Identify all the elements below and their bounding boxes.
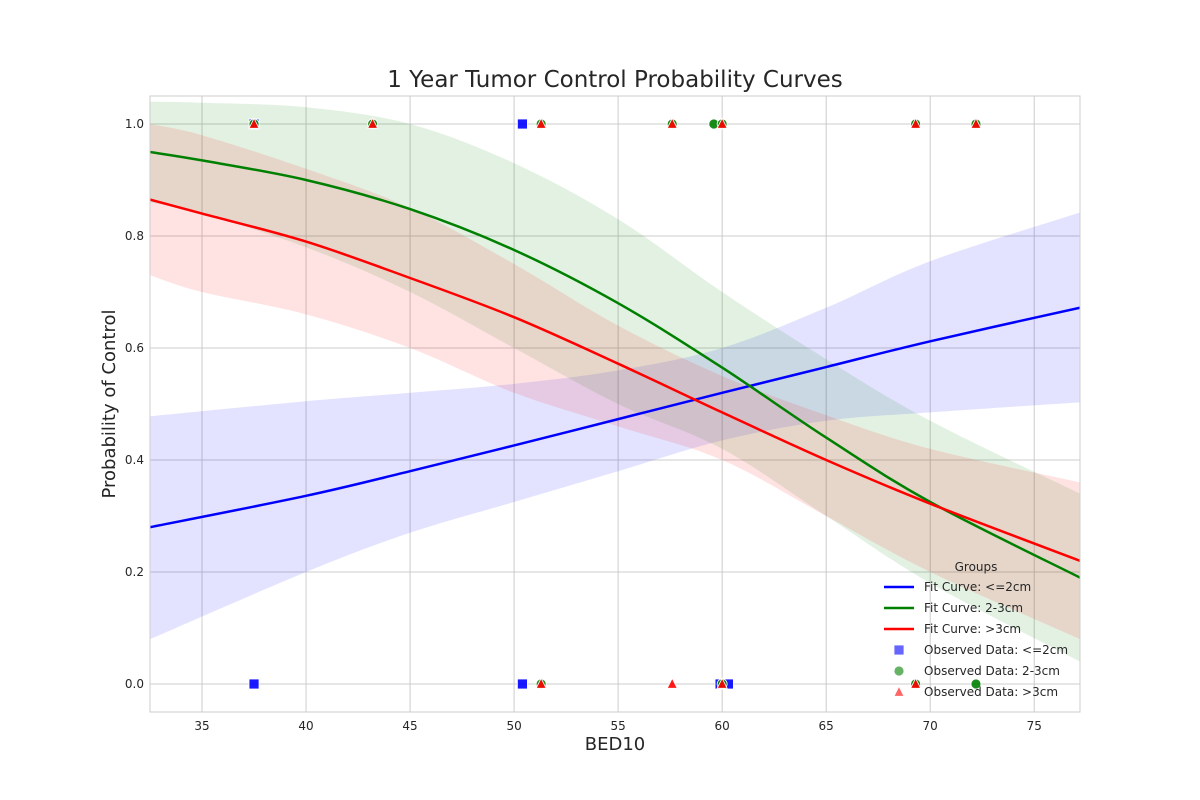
y-tick-label: 0.0 bbox=[125, 677, 144, 691]
legend-entry-label: Observed Data: <=2cm bbox=[924, 643, 1068, 657]
y-tick-label: 0.2 bbox=[125, 565, 144, 579]
observed-point bbox=[666, 117, 678, 129]
fit-curves bbox=[150, 150, 1080, 579]
y-tick-label: 1.0 bbox=[125, 117, 144, 131]
observed-point bbox=[909, 677, 922, 689]
confidence-band-2 bbox=[150, 124, 1080, 640]
observed-point bbox=[909, 117, 922, 129]
y-axis-label: Probability of Control bbox=[99, 309, 120, 498]
fit-curve-line-2 bbox=[150, 198, 1080, 562]
x-tick-label: 50 bbox=[506, 719, 521, 733]
observed-points bbox=[248, 117, 982, 690]
fit-curve-line-1 bbox=[150, 150, 1080, 579]
plot-frame bbox=[149, 95, 1081, 713]
x-tick-label: 40 bbox=[298, 719, 313, 733]
x-axis-label: BED10 bbox=[585, 734, 646, 755]
chart-title: 1 Year Tumor Control Probability Curves bbox=[387, 67, 843, 93]
confidence-band-0 bbox=[150, 212, 1080, 640]
x-tick-label: 45 bbox=[402, 719, 417, 733]
observed-point bbox=[666, 677, 678, 689]
y-tick-label: 0.8 bbox=[125, 229, 144, 243]
legend-entry-label: Observed Data: >3cm bbox=[924, 685, 1058, 699]
observed-point bbox=[716, 117, 728, 129]
legend-entry-label: Observed Data: 2-3cm bbox=[924, 664, 1060, 678]
observed-point bbox=[248, 117, 260, 129]
confidence-band-1 bbox=[150, 101, 1080, 662]
legend: Groups Fit Curve: <=2cm Fit Curve: 2-3cm F… bbox=[884, 560, 1068, 699]
observed-point bbox=[535, 117, 547, 129]
fit-curve-line-0 bbox=[150, 306, 1080, 529]
grid bbox=[150, 96, 1080, 712]
legend-swatch bbox=[893, 644, 905, 656]
legend-title: Groups bbox=[955, 560, 998, 574]
y-tick-label: 0.4 bbox=[125, 453, 144, 467]
legend-swatch bbox=[893, 685, 905, 697]
legend-swatch bbox=[893, 665, 905, 677]
observed-point bbox=[716, 677, 728, 689]
legend-entry-label: Fit Curve: <=2cm bbox=[924, 580, 1031, 594]
x-tick-label: 60 bbox=[715, 719, 730, 733]
tick-labels: 35 40 45 50 55 60 65 70 75 0.0 0.2 0.4 0.6 0.8 1.0 bbox=[125, 117, 1042, 733]
x-tick-label: 55 bbox=[610, 719, 625, 733]
x-tick-label: 35 bbox=[194, 719, 209, 733]
legend-entry-label: Fit Curve: >3cm bbox=[924, 622, 1021, 636]
y-tick-label: 0.6 bbox=[125, 341, 144, 355]
observed-point bbox=[970, 117, 982, 129]
legend-entry-label: Fit Curve: 2-3cm bbox=[924, 601, 1023, 615]
observed-point bbox=[517, 678, 528, 690]
confidence-bands bbox=[150, 101, 1080, 662]
observed-point bbox=[366, 117, 379, 129]
observed-point bbox=[517, 118, 528, 130]
x-tick-label: 70 bbox=[923, 719, 938, 733]
observed-point bbox=[970, 678, 982, 690]
x-tick-label: 75 bbox=[1027, 719, 1042, 733]
observed-point bbox=[248, 678, 260, 690]
observed-point bbox=[535, 677, 547, 689]
x-tick-label: 65 bbox=[819, 719, 834, 733]
